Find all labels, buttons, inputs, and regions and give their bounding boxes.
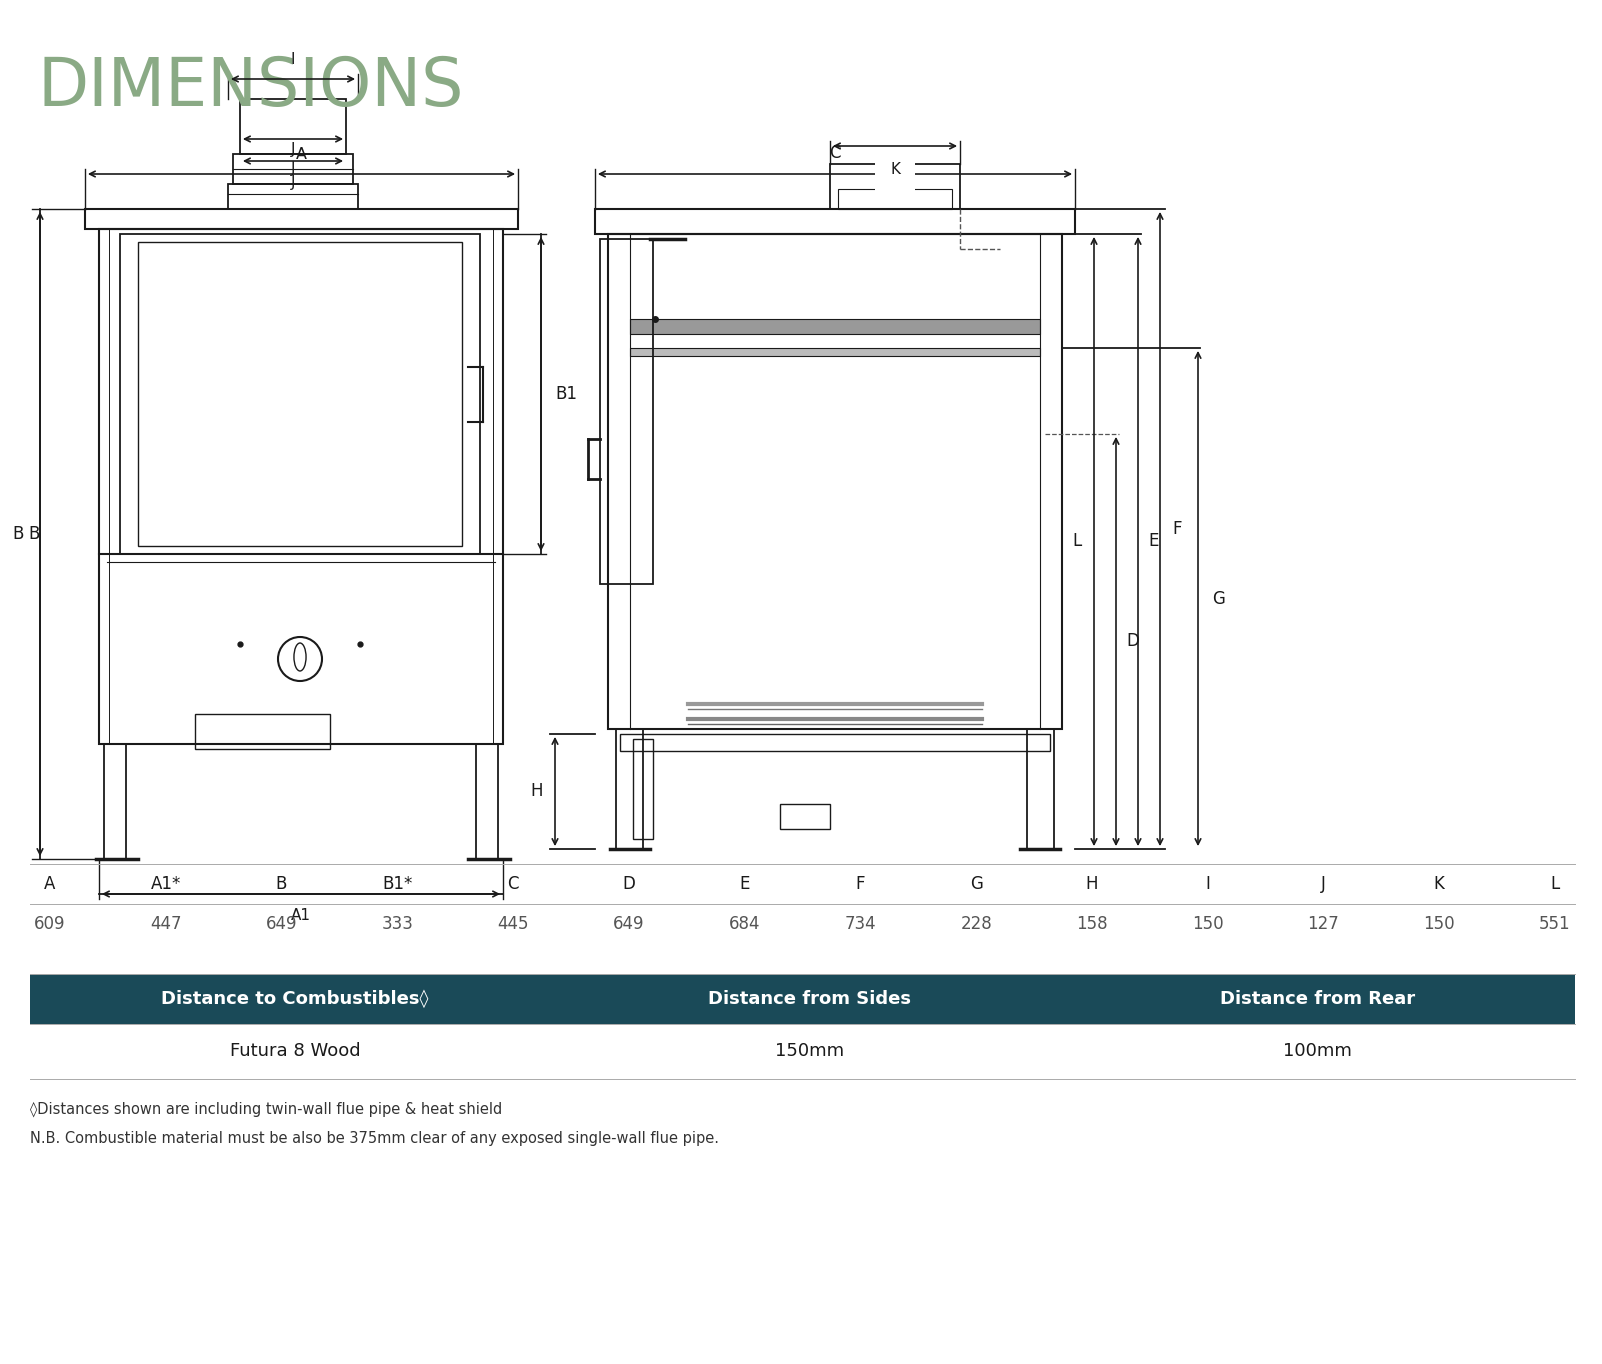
Text: H: H <box>1086 874 1099 893</box>
Text: Distance from Rear: Distance from Rear <box>1221 990 1415 1008</box>
Text: 150: 150 <box>1424 915 1455 933</box>
Text: F: F <box>855 874 865 893</box>
FancyBboxPatch shape <box>30 974 1575 1024</box>
Text: A1: A1 <box>292 908 311 923</box>
Text: 100mm: 100mm <box>1283 1042 1352 1060</box>
Text: D: D <box>623 874 636 893</box>
Text: B: B <box>29 525 40 543</box>
Text: J: J <box>290 175 295 190</box>
Text: I: I <box>1205 874 1210 893</box>
Text: 228: 228 <box>960 915 992 933</box>
Text: 150: 150 <box>1192 915 1224 933</box>
Text: K: K <box>891 162 900 177</box>
Text: DIMENSIONS: DIMENSIONS <box>38 55 465 120</box>
Text: Distance to Combustibles◊: Distance to Combustibles◊ <box>162 990 429 1008</box>
Text: J: J <box>290 142 295 157</box>
Text: A1*: A1* <box>151 874 181 893</box>
Text: A: A <box>296 147 308 162</box>
Text: 734: 734 <box>844 915 876 933</box>
Text: 447: 447 <box>151 915 181 933</box>
Text: A: A <box>45 874 56 893</box>
Text: C: C <box>830 145 841 162</box>
Text: 333: 333 <box>381 915 413 933</box>
Text: Futura 8 Wood: Futura 8 Wood <box>229 1042 360 1060</box>
Text: G: G <box>1213 589 1226 607</box>
Text: 649: 649 <box>266 915 298 933</box>
Text: 649: 649 <box>614 915 644 933</box>
Text: G: G <box>969 874 982 893</box>
Text: E: E <box>1149 532 1158 551</box>
Text: 445: 445 <box>497 915 529 933</box>
Text: 150mm: 150mm <box>775 1042 844 1060</box>
Text: ◊Distances shown are including twin-wall flue pipe & heat shield: ◊Distances shown are including twin-wall… <box>30 1101 503 1117</box>
Text: 127: 127 <box>1307 915 1339 933</box>
Text: H: H <box>530 783 543 801</box>
Text: K: K <box>1434 874 1445 893</box>
Text: B: B <box>13 525 24 543</box>
Text: I: I <box>290 52 295 67</box>
Text: F: F <box>1173 520 1182 537</box>
Text: B1*: B1* <box>383 874 412 893</box>
Text: 158: 158 <box>1077 915 1107 933</box>
Text: J: J <box>1322 874 1326 893</box>
Text: Distance from Sides: Distance from Sides <box>708 990 912 1008</box>
Text: J: J <box>290 161 295 176</box>
Text: L: L <box>1551 874 1560 893</box>
Text: B: B <box>276 874 287 893</box>
Polygon shape <box>630 348 1040 356</box>
Polygon shape <box>630 319 1040 334</box>
Text: D: D <box>1126 633 1139 651</box>
Text: B1: B1 <box>554 385 577 402</box>
Text: 551: 551 <box>1540 915 1572 933</box>
Text: 609: 609 <box>34 915 66 933</box>
Text: N.B. Combustible material must be also be 375mm clear of any exposed single-wall: N.B. Combustible material must be also b… <box>30 1131 719 1146</box>
Text: L: L <box>1073 532 1081 551</box>
Text: 684: 684 <box>729 915 761 933</box>
Text: E: E <box>740 874 750 893</box>
Text: C: C <box>508 874 519 893</box>
